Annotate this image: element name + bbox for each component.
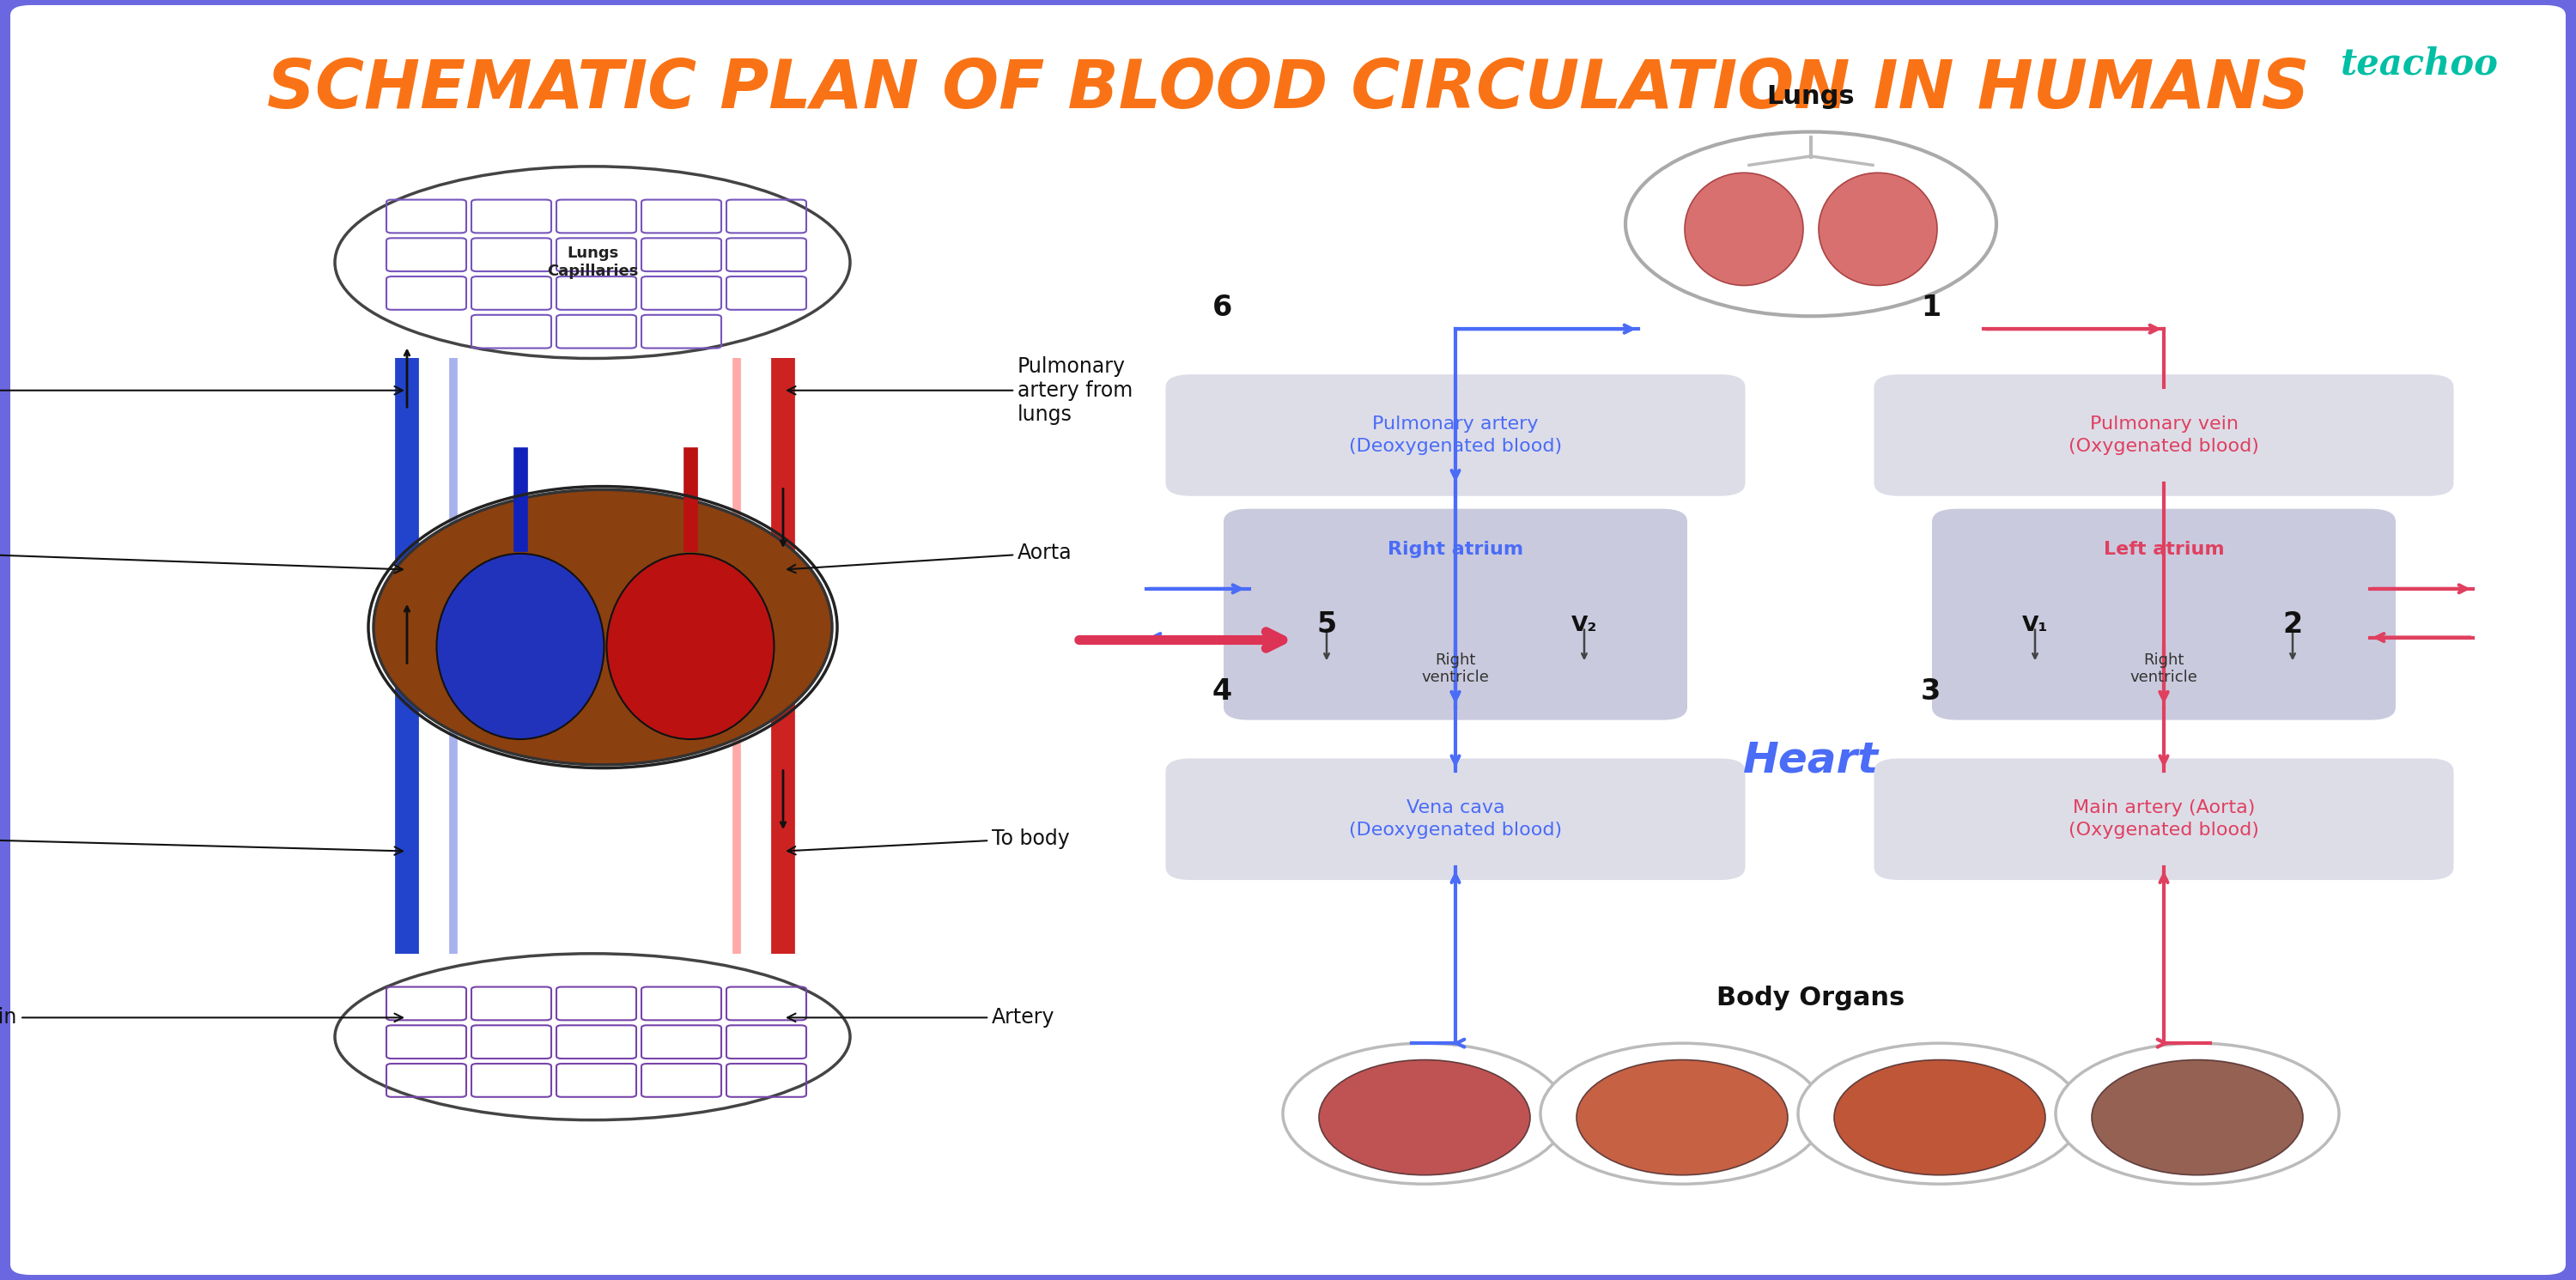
Text: Body Organs: Body Organs: [1716, 986, 1906, 1011]
Text: 1: 1: [1922, 293, 1940, 323]
Text: 6: 6: [1213, 293, 1231, 323]
Ellipse shape: [2092, 1060, 2303, 1175]
FancyBboxPatch shape: [1873, 375, 2452, 495]
Text: Lungs: Lungs: [1767, 84, 1855, 109]
Text: SCHEMATIC PLAN OF BLOOD CIRCULATION IN HUMANS: SCHEMATIC PLAN OF BLOOD CIRCULATION IN H…: [268, 58, 2308, 122]
Text: Right atrium: Right atrium: [1388, 541, 1522, 558]
Text: Artery: Artery: [788, 1007, 1056, 1028]
Circle shape: [1540, 1043, 1824, 1184]
Ellipse shape: [374, 490, 832, 765]
Ellipse shape: [1819, 173, 1937, 285]
Ellipse shape: [1834, 1060, 2045, 1175]
FancyBboxPatch shape: [1164, 758, 1747, 881]
Ellipse shape: [435, 554, 603, 740]
Circle shape: [1625, 132, 1996, 316]
Ellipse shape: [1685, 173, 1803, 285]
Text: 3: 3: [1922, 677, 1940, 707]
Text: 2: 2: [2282, 611, 2303, 639]
Circle shape: [2056, 1043, 2339, 1184]
Text: Aorta: Aorta: [788, 543, 1072, 573]
Text: Pulmonary artery
(Deoxygenated blood): Pulmonary artery (Deoxygenated blood): [1350, 416, 1561, 454]
FancyBboxPatch shape: [1224, 508, 1687, 719]
Circle shape: [1798, 1043, 2081, 1184]
Text: 4: 4: [1213, 677, 1231, 707]
Ellipse shape: [608, 554, 773, 740]
Text: Main artery (Aorta)
(Oxygenated blood): Main artery (Aorta) (Oxygenated blood): [2069, 800, 2259, 838]
Text: V₂: V₂: [1571, 614, 1597, 635]
Text: Left atrium: Left atrium: [2105, 541, 2223, 558]
Text: Vena cava: Vena cava: [0, 543, 402, 573]
Text: Pulmonary
artery from
lungs: Pulmonary artery from lungs: [788, 356, 1133, 425]
Text: Right
ventricle: Right ventricle: [2130, 652, 2197, 686]
Text: Pulmonary vein
(Oxygenated blood): Pulmonary vein (Oxygenated blood): [2069, 416, 2259, 454]
Text: 5: 5: [1316, 611, 1337, 639]
FancyBboxPatch shape: [1873, 758, 2452, 881]
Text: Right
ventricle: Right ventricle: [1422, 652, 1489, 686]
Ellipse shape: [1319, 1060, 1530, 1175]
Text: V₁: V₁: [2022, 614, 2048, 635]
FancyBboxPatch shape: [1932, 508, 2396, 719]
Circle shape: [1283, 1043, 1566, 1184]
Text: Vein: Vein: [0, 1007, 402, 1028]
Text: Lungs
Capillaries: Lungs Capillaries: [546, 246, 639, 279]
Ellipse shape: [1577, 1060, 1788, 1175]
Text: To body: To body: [788, 828, 1069, 855]
Text: Vena cava
(Deoxygenated blood): Vena cava (Deoxygenated blood): [1350, 800, 1561, 838]
Text: From body: From body: [0, 828, 402, 855]
FancyBboxPatch shape: [1164, 375, 1747, 495]
Text: Heart: Heart: [1744, 740, 1878, 781]
Text: Pulmonary
artery to
lungs: Pulmonary artery to lungs: [0, 356, 402, 425]
Text: teachoo: teachoo: [2342, 46, 2499, 82]
